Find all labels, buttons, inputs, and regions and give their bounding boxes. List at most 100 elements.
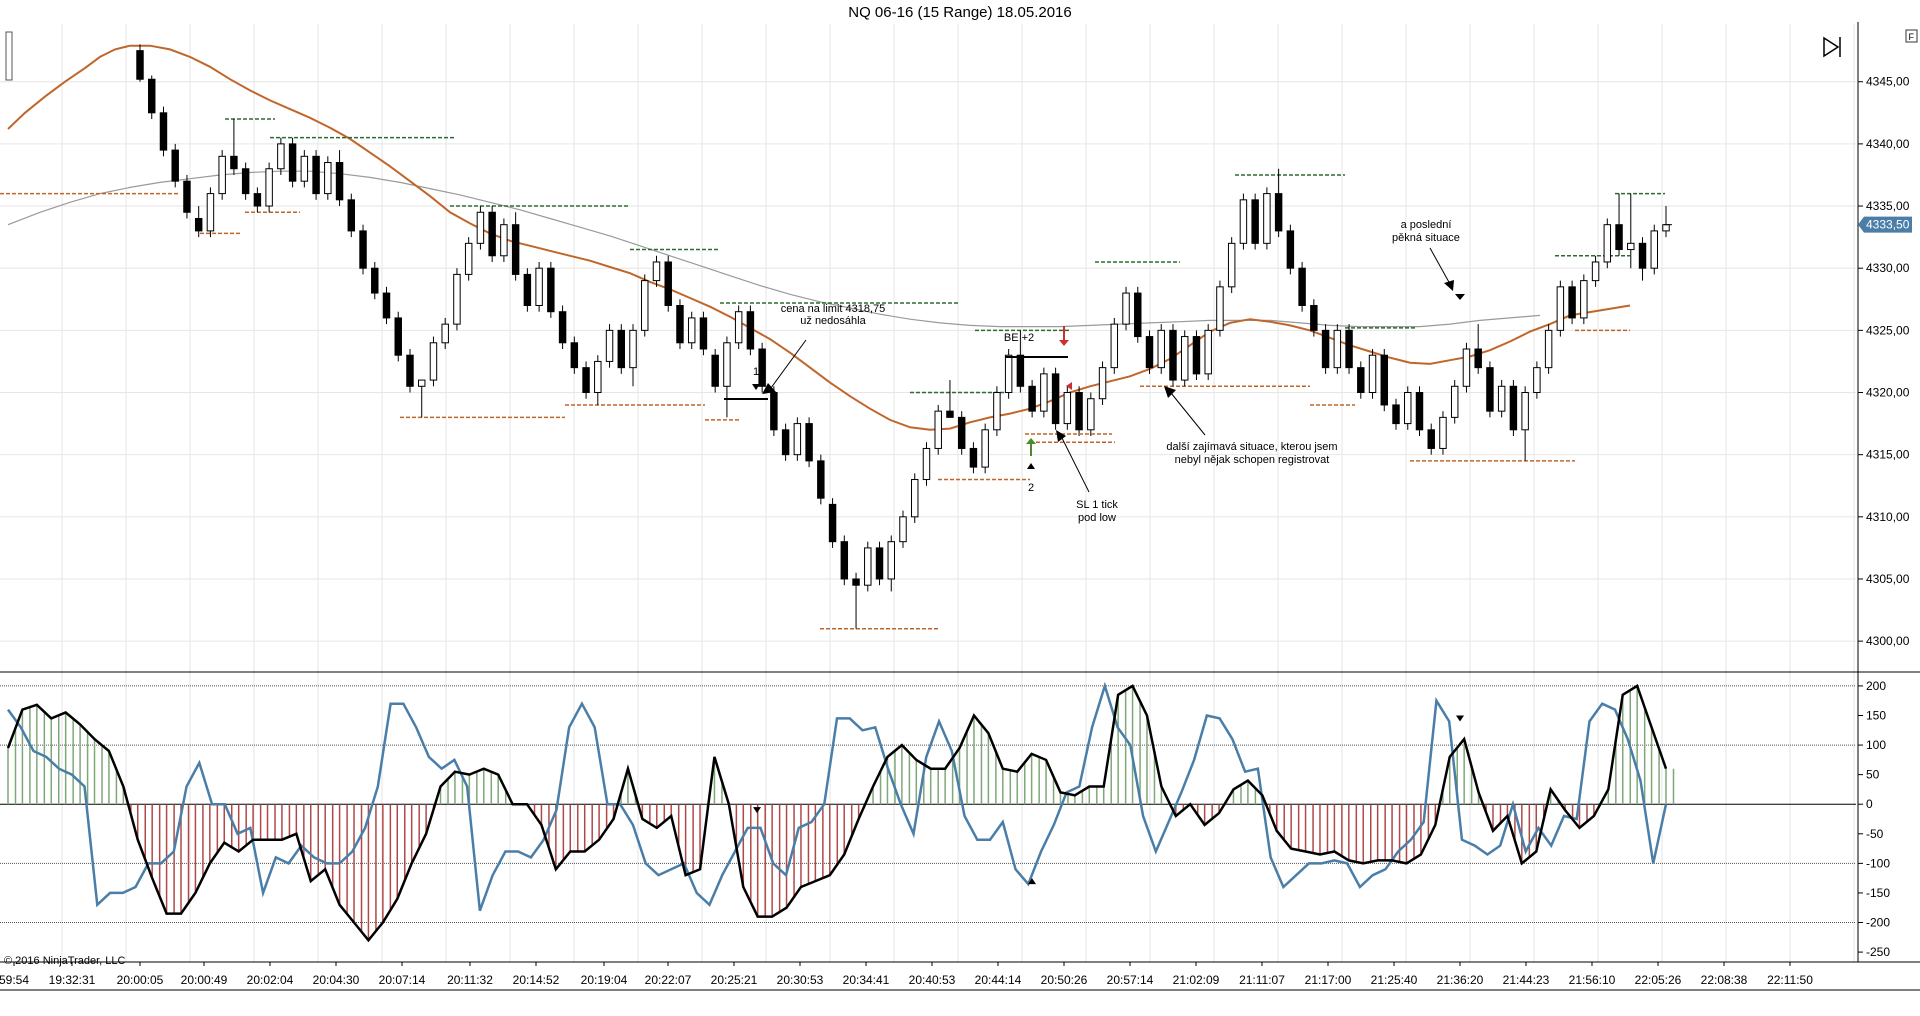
candle-body (148, 78, 156, 114)
candle-body (1415, 392, 1424, 431)
candle-body (605, 329, 614, 362)
candle-body (828, 503, 837, 543)
candle-body (194, 217, 203, 232)
candle-body (324, 162, 332, 195)
candle-body (1650, 230, 1658, 269)
time-tick-label: 21:56:10 (1569, 973, 1616, 987)
price-tick-label: 4325,00 (1866, 323, 1910, 337)
candle-body (817, 460, 825, 499)
f-button[interactable]: F (1905, 29, 1918, 43)
annotation-red-marker (1066, 382, 1072, 390)
price-tick-label: 4300,00 (1866, 634, 1910, 648)
candle-body (594, 360, 602, 394)
sma-line (7, 170, 1541, 328)
candle-body (1286, 230, 1295, 269)
candle-body (1321, 329, 1330, 369)
candle-body (441, 323, 449, 344)
scroll-to-end-icon[interactable] (1823, 36, 1841, 58)
candle-body (218, 155, 226, 195)
candle-body (641, 280, 649, 331)
time-tick-label: 20:00:05 (117, 973, 164, 987)
time-tick-label: 59:54 (0, 973, 29, 987)
time-tick-label: 20:57:14 (1107, 973, 1154, 987)
candle-body (558, 311, 567, 344)
osc-tick-label: 100 (1866, 738, 1886, 752)
candle-body (359, 230, 367, 269)
candle-body (335, 162, 344, 201)
time-tick-label: 20:22:07 (645, 973, 692, 987)
osc-blue-line (6, 681, 1668, 912)
candle-body (1509, 385, 1518, 431)
candle-body (488, 211, 496, 257)
candle-body (1004, 354, 1013, 394)
annotation-marker-icon (1455, 294, 1465, 300)
candle-body (1298, 267, 1306, 306)
candle-body (793, 423, 802, 456)
candle-body (230, 155, 238, 170)
candle-body (981, 429, 989, 468)
scroll-handle[interactable] (5, 31, 13, 81)
candle-body (429, 342, 438, 381)
time-tick-label: 21:36:20 (1437, 973, 1484, 987)
candle-body (582, 367, 590, 394)
candle-body (652, 261, 661, 282)
candle-body (1227, 242, 1236, 288)
candle-body (629, 329, 637, 369)
swing-levels (0, 118, 1665, 630)
annotation-last-note: pěkná situace (1392, 232, 1460, 244)
osc-marker (1028, 878, 1036, 885)
candle-body (664, 261, 672, 306)
time-tick-label: 20:04:30 (313, 973, 360, 987)
candle-body (417, 379, 426, 387)
candle-body (382, 292, 391, 319)
candle-body (1345, 329, 1353, 369)
candle-body (711, 354, 719, 387)
annotation-sl-note: SL 1 tick (1076, 499, 1118, 511)
annotation-arrow-head (1056, 430, 1066, 442)
time-tick-label: 20:34:41 (843, 973, 890, 987)
candle-body (946, 410, 954, 418)
price-tick-label: 4330,00 (1866, 261, 1910, 275)
candle-body (957, 416, 966, 449)
time-tick-label: 21:44:23 (1503, 973, 1550, 987)
annotation-green-arrow-head (1026, 438, 1036, 444)
candle-body (1063, 392, 1072, 425)
time-axis: 59:54 19:32:31 20:00:05 20:00:49 20:02:04 20:… (0, 962, 1813, 987)
candle-body (1239, 199, 1248, 244)
time-tick-label: 20:11:32 (447, 973, 493, 987)
candle-body (1439, 416, 1447, 449)
time-tick-label: 21:17:00 (1305, 973, 1352, 987)
candle-body (253, 193, 262, 207)
annotation-interesting-note: nebyl nějak schopen registrovat (1175, 454, 1330, 466)
candle-body (1145, 336, 1154, 369)
annotation-arrow-line (1170, 392, 1206, 436)
annotation-interesting-note: další zajímavá situace, kterou jsem (1166, 441, 1337, 453)
candle-body (206, 193, 215, 232)
oscillator-axis: 200 150 100 50 0 -50 -100 -150 -200 -250 (1858, 679, 1890, 959)
candle-body (288, 143, 297, 182)
candle-body (969, 447, 978, 468)
grid (0, 24, 1856, 962)
candle-body (1075, 392, 1083, 431)
candle-body (547, 267, 555, 313)
candle-body (1251, 199, 1259, 244)
osc-marker (753, 807, 761, 814)
annotation-marker-icon (752, 384, 760, 390)
oscillator-reference-lines (0, 685, 1856, 924)
candle-body (770, 392, 778, 431)
annotation-marker-2: 2 (1028, 482, 1034, 494)
candle-body (1615, 224, 1623, 251)
candle-body (687, 317, 696, 344)
candle-body (1169, 329, 1177, 381)
candle-body (312, 155, 320, 195)
candle-body (899, 516, 907, 543)
candle-body (1333, 329, 1342, 369)
price-tick-label: 4315,00 (1866, 448, 1910, 462)
annotation-be-label: BE +2 (1004, 332, 1034, 344)
osc-tick-label: -150 (1866, 886, 1890, 900)
candle-body (1134, 292, 1142, 338)
time-tick-label: 20:19:04 (581, 973, 628, 987)
candle-body (1544, 329, 1553, 369)
candle-body (570, 342, 579, 369)
